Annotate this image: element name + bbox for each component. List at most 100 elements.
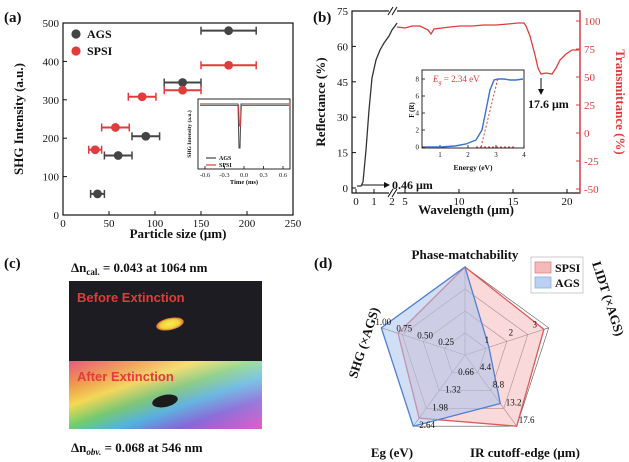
legend-ags-text: AGS [555,276,580,290]
panel-b-xtick-label: 0 [353,196,359,208]
panel-a-inset: -0.6 -0.3 0.0 0.3 0.6 SHG Intensity (a.u.) T… [186,98,291,186]
radar-ring-label-lidt: 3 [532,320,537,330]
inset-b-ytick-label: 8 [416,76,420,84]
after-extinction-caption: After Extinction [77,369,174,384]
inset-a-xtick-label: 0.6 [279,172,288,179]
panel-a-ticks: 0 50 100 150 200 250 0 100 200 300 400 500 [43,18,302,230]
inset-a-xtick-label: -0.6 [200,172,211,179]
svg-text:17.6 μm: 17.6 μm [528,97,569,111]
panel-b-ylabel-left: Reflectance (%) [313,57,328,146]
panel-a-ytick-label: 300 [43,95,60,107]
radar-ring-label-lidt: 1 [485,335,490,345]
data-point-spsi [224,60,234,70]
inset-legend-spsi-label: SPSI [219,163,232,169]
legend-spsi-label: SPSI [87,44,113,58]
svg-text:0.46 μm: 0.46 μm [392,178,433,192]
radar-ring-label-eg: 0.66 [458,367,474,377]
panel-b-label: (b) [313,10,331,26]
panel-a-xtick-label: 250 [285,218,302,230]
panel-a: (a) 0 50 100 150 200 250 0 100 200 300 400 500 Part… [4,10,302,241]
data-point-ags [224,26,234,36]
panel-b-left-tick-label: 15 [337,148,349,160]
panel-d-label: (d) [314,256,332,272]
panel-b-left-tick-label: 60 [337,41,349,53]
radar-ring-label-ir: 17.6 [519,415,535,425]
panel-a-inset-ticks: -0.6 -0.3 0.0 0.3 0.6 [200,166,288,179]
panel-b-right-tick-label: -25 [584,156,599,168]
radar-axis-title-phase: Phase-matchability [412,247,519,262]
panel-b-annotation-176: 17.6 μm [528,78,569,111]
panel-a-xtick-label: 0 [60,218,66,230]
radar-axis-title-ir: IR cutoff-edge (μm) [470,445,580,460]
panel-b-right-tick-label: 100 [584,16,601,28]
panel-b-right-tick-label: 75 [584,44,596,56]
panel-b-right-tick-label: -50 [584,184,599,196]
radar-axis-title-eg: Eg (eV) [371,445,413,460]
panel-b-xtick-label: 5 [402,196,408,208]
radar-polygon-ags [380,265,502,427]
panel-b-axis-break [387,6,398,198]
transmittance-curve [396,22,579,75]
radar-ring-label-lidt: 2 [509,327,514,337]
panel-b-xtick-label: 15 [508,196,520,208]
panel-a-plot-frame [62,22,294,216]
inset-eg-label: Eg = 2.34 eV [432,74,480,86]
panel-b-right-tick-label: 50 [584,72,596,84]
panel-a-xtick-label: 200 [239,218,256,230]
panel-b-right-tick-label: 0 [584,128,590,140]
panel-b-left-tick-label: 30 [337,112,349,124]
radar-ring-label-shg: 0.25 [438,337,454,347]
legend-spsi-marker [71,46,81,56]
data-point-spsi [90,145,100,155]
panel-a-ytick-label: 200 [43,133,60,145]
inset-b-xlabel: Energy (eV) [454,163,493,172]
panel-a-label: (a) [4,10,22,26]
inset-b-ylabel: F (R) [408,102,416,118]
panel-c-bottom-text: Δnobv. = 0.068 at 546 nm [71,440,203,457]
inset-absorption-curve [425,78,524,148]
panel-b-xtick-label: 10 [454,196,466,208]
panel-a-legend: AGS SPSI [71,27,113,58]
radar-ring-label-ir: 4.4 [480,362,492,372]
panel-b-xlabel: Wavelength (μm) [418,202,514,217]
panel-a-xtick-label: 50 [104,218,116,230]
inset-a-xtick-label: -0.3 [219,172,229,179]
panel-a-xlabel: Particle size (μm) [130,226,227,241]
radar-chart: 0.250.500.751.000.661.321.982.644.48.813… [345,247,627,460]
radar-ring-label-shg: 0.75 [396,324,412,334]
inset-b-xtick-label: 4 [522,151,526,159]
inset-b-xtick-label: 3 [494,151,498,159]
inset-b-xtick-label: 1 [438,151,442,159]
radar-ring-label-shg: 1.00 [375,317,391,327]
legend-spsi-text: SPSI [555,261,581,275]
panel-b-left-tick-label: 0 [343,183,349,195]
reflectance-curve [357,22,398,187]
panel-a-xtick-label: 100 [147,218,164,230]
inset-legend-ags-label: AGS [219,156,232,162]
crystal-dark [152,394,178,408]
panel-b-right-tick-label: 25 [584,100,596,112]
panel-b-ylabel-right: Transmittance (%) [613,49,628,155]
panel-b-xtick-label: 20 [562,196,574,208]
panel-a-ytick-label: 500 [43,18,60,30]
data-point-ags [93,189,102,199]
panel-a-ytick-label: 0 [54,210,60,222]
data-point-spsi [137,92,147,102]
crystal-bright [156,317,184,331]
panel-b-xtick-label: 1 [371,196,377,208]
panel-b-inset: 1 2 3 4 0 2 4 6 8 Eg = 2.34 eV F (R) Energy (eV) [408,69,526,172]
inset-a-ylabel: SHG Intensity (a.u.) [186,110,193,158]
panel-b-annotation-046: 0.46 μm [362,178,433,192]
panel-b-left-tick-label: 75 [337,6,349,18]
inset-b-xtick-label: 2 [466,151,470,159]
panel-a-data-marks [88,26,257,199]
panel-b-inset-frame [421,69,525,149]
panel-a-ylabel: SHG Intensity (a.u.) [11,63,26,175]
legend-spsi-swatch [534,261,552,274]
radar-ring-label-shg: 0.50 [417,330,433,340]
panel-a-xtick-label: 150 [193,218,210,230]
data-point-spsi [111,123,120,132]
panel-d: (d) 0.25 0.50 0.75 1.00 0.66 1.32 1.98 2.64 4.48… [314,247,627,460]
